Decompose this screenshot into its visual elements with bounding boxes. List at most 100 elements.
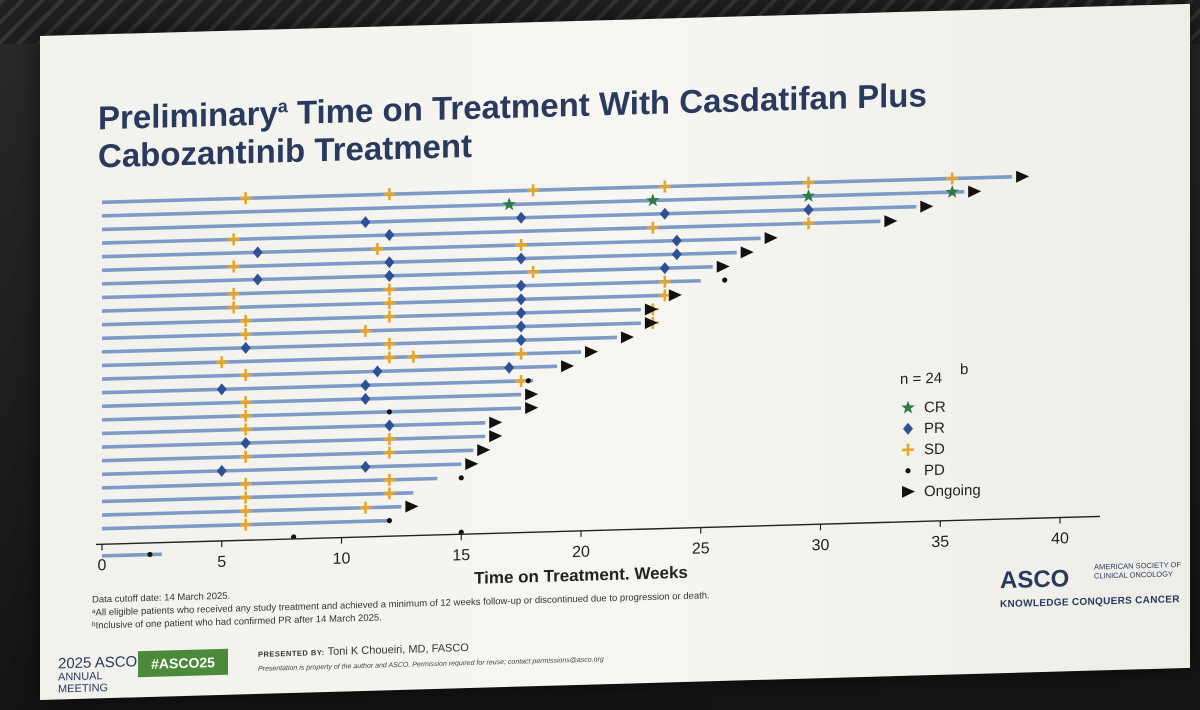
response-marker-pr xyxy=(240,341,251,354)
response-marker-pr xyxy=(516,252,527,265)
response-marker-sd xyxy=(239,423,252,436)
response-marker-pr xyxy=(360,460,371,473)
response-marker-sd xyxy=(646,221,659,234)
response-marker-sd xyxy=(227,301,240,314)
presenter-name: Toni K Choueiri, MD, FASCO xyxy=(327,642,469,658)
patient-bar xyxy=(102,307,641,327)
response-marker-sd xyxy=(383,487,396,500)
patient-bar xyxy=(102,462,462,477)
response-marker-sd xyxy=(527,184,540,197)
legend-marker-cr xyxy=(901,400,915,414)
response-marker-sd xyxy=(527,265,540,278)
patient-bar xyxy=(102,420,486,436)
patient-bar xyxy=(102,236,761,259)
response-marker-sd xyxy=(227,287,240,300)
response-marker-pr xyxy=(384,269,395,282)
response-marker-sd xyxy=(239,314,252,327)
response-marker-pr xyxy=(384,256,395,269)
presentation-slide: Preliminarya Time on Treatment With Casd… xyxy=(40,3,1190,701)
ongoing-arrow xyxy=(644,317,658,330)
response-marker-sd xyxy=(383,337,396,350)
response-marker-pr xyxy=(516,334,527,347)
ongoing-arrow xyxy=(620,331,634,344)
x-tick-label: 40 xyxy=(1051,530,1069,547)
response-marker-pr xyxy=(803,203,814,216)
ongoing-arrow xyxy=(405,500,419,513)
ongoing-arrow xyxy=(465,458,479,471)
response-marker-pd xyxy=(147,551,153,558)
response-marker-pd xyxy=(722,277,728,283)
patient-bar xyxy=(102,175,1013,205)
response-marker-sd xyxy=(515,238,528,251)
x-tick-label: 10 xyxy=(333,550,351,567)
response-marker-sd xyxy=(371,242,384,256)
response-marker-sd xyxy=(802,217,815,230)
response-marker-pr xyxy=(671,234,682,247)
patient-bar xyxy=(102,335,617,354)
response-marker-sd xyxy=(383,351,396,364)
x-tick-label: 35 xyxy=(931,534,949,551)
response-marker-sd xyxy=(239,192,252,205)
response-marker-pr xyxy=(252,273,263,286)
response-marker-pr xyxy=(516,306,527,319)
ongoing-arrow xyxy=(884,215,898,228)
response-marker-pd xyxy=(386,409,392,415)
response-marker-pr xyxy=(659,207,670,220)
legend-label-cr: CR xyxy=(924,399,946,417)
response-marker-pr xyxy=(659,262,670,275)
response-marker-sd xyxy=(383,297,396,310)
response-marker-pr xyxy=(671,248,682,261)
legend-label-pr: PR xyxy=(924,420,945,438)
response-marker-pr xyxy=(360,379,371,392)
x-axis-title: Time on Treatment, Weeks xyxy=(474,563,688,588)
legend-label-ongoing: Ongoing xyxy=(924,482,981,501)
response-marker-sd xyxy=(802,176,815,189)
x-tick-label: 20 xyxy=(572,544,590,561)
response-marker-pd xyxy=(386,518,392,524)
response-marker-sd xyxy=(359,324,372,337)
ongoing-arrow xyxy=(525,402,539,415)
patient-bar xyxy=(102,476,438,490)
response-marker-sd xyxy=(515,374,528,387)
x-tick-label: 25 xyxy=(692,540,710,557)
response-marker-pr xyxy=(252,246,263,259)
meeting-logo: 2025 ASCO ANNUAL MEETING xyxy=(58,33,148,696)
response-marker-pr xyxy=(360,392,371,405)
response-marker-sd xyxy=(215,356,228,369)
response-marker-sd xyxy=(227,233,240,246)
response-marker-sd xyxy=(239,491,252,504)
response-marker-cr xyxy=(646,193,660,207)
patient-bar xyxy=(102,378,534,395)
response-marker-sd xyxy=(383,446,396,459)
response-marker-sd xyxy=(239,396,252,409)
response-marker-pr xyxy=(360,216,371,229)
x-tick-label: 15 xyxy=(452,547,470,564)
response-marker-cr xyxy=(945,185,959,198)
ongoing-arrow xyxy=(644,303,658,316)
asco-wordmark: ASCO xyxy=(1000,565,1070,595)
meeting-name: ANNUAL MEETING xyxy=(58,670,109,696)
ongoing-arrow xyxy=(489,416,503,429)
response-marker-sd xyxy=(946,172,959,185)
patient-bar xyxy=(102,189,965,218)
response-marker-pr xyxy=(516,293,527,306)
response-marker-sd xyxy=(407,350,420,363)
patient-bar xyxy=(102,434,486,449)
response-marker-sd xyxy=(239,328,252,341)
response-marker-pr xyxy=(216,464,227,477)
response-marker-sd xyxy=(239,477,252,490)
patient-bar xyxy=(102,278,701,300)
ongoing-arrow xyxy=(764,232,778,245)
response-marker-cr xyxy=(502,197,516,211)
hashtag-badge: #ASCO25 xyxy=(138,648,228,678)
n-label: n = 24 xyxy=(900,370,942,388)
presented-by-label: PRESENTED BY: xyxy=(258,648,325,659)
presented-by: PRESENTED BY: Toni K Choueiri, MD, FASCO xyxy=(258,642,469,660)
response-marker-sd xyxy=(239,518,252,531)
patient-bar xyxy=(102,204,917,232)
ongoing-arrow xyxy=(668,289,682,302)
response-marker-sd xyxy=(383,473,396,486)
ongoing-arrow xyxy=(525,388,539,401)
response-marker-sd xyxy=(239,369,252,382)
x-axis-line xyxy=(96,515,1100,546)
